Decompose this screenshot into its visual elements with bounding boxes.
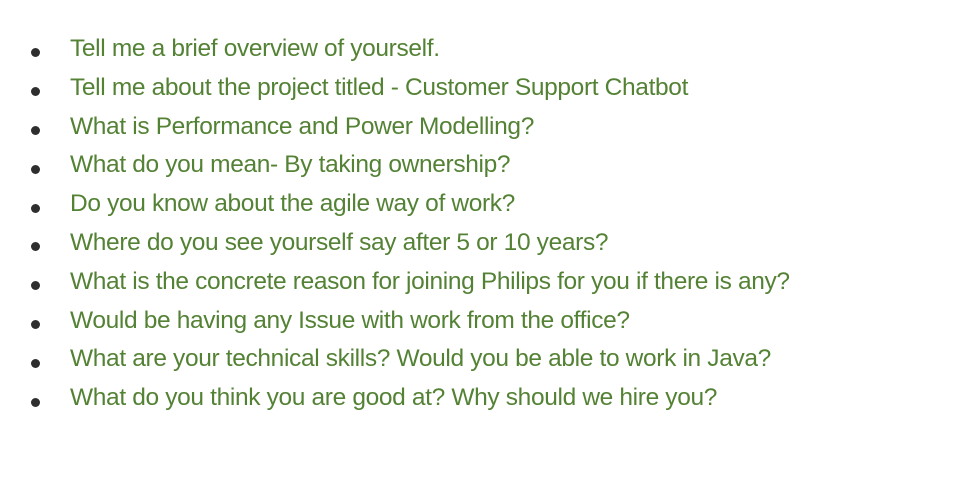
bullet-icon	[31, 397, 40, 407]
list-item-text: Would be having any Issue with work from…	[70, 306, 630, 334]
bullet-icon	[31, 319, 40, 329]
list-item: What are your technical skills? Would yo…	[0, 345, 979, 387]
list-item: What is the concrete reason for joining …	[0, 268, 979, 310]
list-item-text: What do you think you are good at? Why s…	[70, 384, 718, 412]
question-list: Tell me a brief overview of yourself. Te…	[0, 35, 979, 426]
list-item: Tell me about the project titled - Custo…	[0, 74, 979, 116]
list-item-text: What do you mean- By taking ownership?	[70, 151, 511, 179]
bullet-icon	[31, 48, 40, 58]
list-item-text: Do you know about the agile way of work?	[70, 190, 515, 218]
bullet-icon	[31, 358, 40, 368]
list-item-text: What are your technical skills? Would yo…	[70, 345, 771, 373]
list-item: What do you think you are good at? Why s…	[0, 384, 979, 426]
bullet-icon	[31, 87, 40, 97]
bullet-icon	[31, 125, 40, 135]
document-body: Tell me a brief overview of yourself. Te…	[0, 35, 979, 426]
bullet-icon	[31, 281, 40, 291]
list-item-text: Where do you see yourself say after 5 or…	[70, 228, 609, 256]
list-item: What do you mean- By taking ownership?	[0, 151, 979, 193]
list-item-text: Tell me a brief overview of yourself.	[70, 35, 440, 62]
list-item: Where do you see yourself say after 5 or…	[0, 229, 979, 271]
bullet-icon	[31, 164, 40, 174]
list-item: Would be having any Issue with work from…	[0, 307, 979, 349]
bullet-icon	[31, 242, 40, 252]
list-item: Do you know about the agile way of work?	[0, 190, 979, 232]
list-item-text: What is the concrete reason for joining …	[70, 267, 790, 295]
bullet-icon	[31, 203, 40, 213]
list-item-text: What is Performance and Power Modelling?	[70, 112, 534, 140]
list-item-text: Tell me about the project titled - Custo…	[70, 73, 689, 101]
list-item: What is Performance and Power Modelling?	[0, 113, 979, 155]
list-item: Tell me a brief overview of yourself.	[0, 35, 979, 77]
